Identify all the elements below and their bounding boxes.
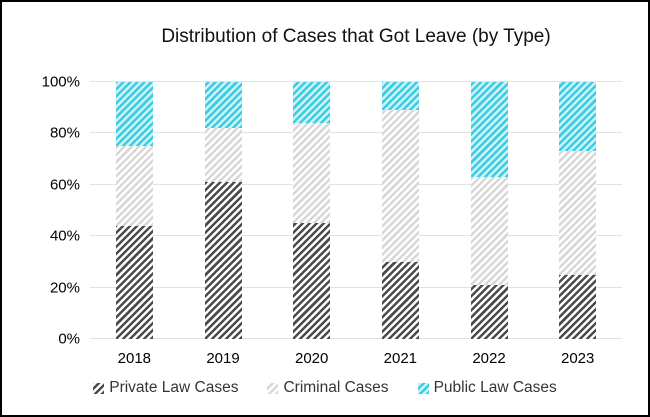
legend-label: Public Law Cases (433, 379, 557, 396)
gridline-100% (90, 81, 622, 82)
y-tick-label-0%: 0% (58, 330, 80, 348)
legend-item-private-law-cases: Private Law Cases (93, 379, 238, 397)
segment-2019-private-law-cases (204, 182, 242, 339)
segment-2018-private-law-cases (115, 225, 153, 339)
stacked-bar-2021 (381, 82, 419, 339)
segment-2020-private-law-cases (293, 223, 331, 339)
bars-row (90, 82, 622, 339)
segment-2021-private-law-cases (381, 261, 419, 339)
segment-2021-criminal-cases (381, 110, 419, 262)
segment-2022-public-law-cases (470, 82, 508, 178)
legend-swatch-icon (417, 382, 429, 394)
x-axis: 2018 2019 2020 2021 2022 2023 (90, 350, 622, 367)
segment-2019-public-law-cases (204, 82, 242, 129)
segment-2023-criminal-cases (559, 151, 597, 275)
segment-2022-criminal-cases (470, 177, 508, 286)
bar-slot-2021 (356, 82, 445, 339)
gridline-20% (90, 286, 622, 288)
legend-label: Private Law Cases (109, 379, 239, 396)
legend: Private Law Cases Criminal Cases Public La… (2, 379, 648, 397)
legend-item-public-law-cases: Public Law Cases (417, 379, 557, 397)
stacked-bar-2020 (293, 82, 331, 339)
stacked-bar-2023 (559, 82, 597, 339)
plot-area (90, 81, 622, 339)
bar-slot-2023 (533, 82, 622, 339)
y-tick-label-80%: 80% (49, 124, 80, 142)
segment-2018-public-law-cases (115, 82, 153, 147)
legend-swatch-icon (93, 382, 105, 394)
gridline-60% (90, 183, 622, 185)
segment-2020-criminal-cases (293, 123, 331, 224)
segment-2020-public-law-cases (293, 82, 331, 124)
segment-2022-private-law-cases (470, 285, 508, 339)
legend-swatch-icon (267, 382, 279, 394)
stacked-bar-2018 (115, 82, 153, 339)
y-tick-label-60%: 60% (49, 176, 80, 194)
y-tick-label-100%: 100% (41, 73, 80, 91)
segment-2021-public-law-cases (381, 82, 419, 111)
gridline-40% (90, 235, 622, 237)
y-tick-label-40%: 40% (49, 227, 80, 245)
gridline-0% (90, 338, 622, 339)
segment-2023-public-law-cases (559, 82, 597, 152)
bar-slot-2022 (445, 82, 534, 339)
x-label-2019: 2019 (206, 350, 240, 367)
x-label-2018: 2018 (117, 350, 152, 367)
bar-slot-2018 (90, 82, 179, 339)
x-label-2021: 2021 (383, 350, 418, 367)
segment-2019-criminal-cases (204, 128, 242, 183)
x-label-2022: 2022 (472, 350, 506, 367)
bar-slot-2019 (179, 82, 268, 339)
stacked-bar-2019 (204, 82, 242, 339)
gridline-80% (90, 132, 622, 134)
x-label-2023: 2023 (561, 350, 595, 367)
legend-item-criminal-cases: Criminal Cases (267, 379, 389, 397)
x-label-2020: 2020 (294, 350, 329, 367)
y-tick-label-20%: 20% (49, 279, 80, 297)
legend-label: Criminal Cases (283, 379, 389, 396)
stacked-bar-2022 (470, 82, 508, 339)
segment-2023-private-law-cases (559, 274, 597, 339)
y-axis: 0% 20% 40% 60% 80% 100% (12, 74, 80, 348)
segment-2018-criminal-cases (115, 146, 153, 226)
chart-title: Distribution of Cases that Got Leave (by… (161, 26, 551, 47)
bar-slot-2020 (267, 82, 356, 339)
